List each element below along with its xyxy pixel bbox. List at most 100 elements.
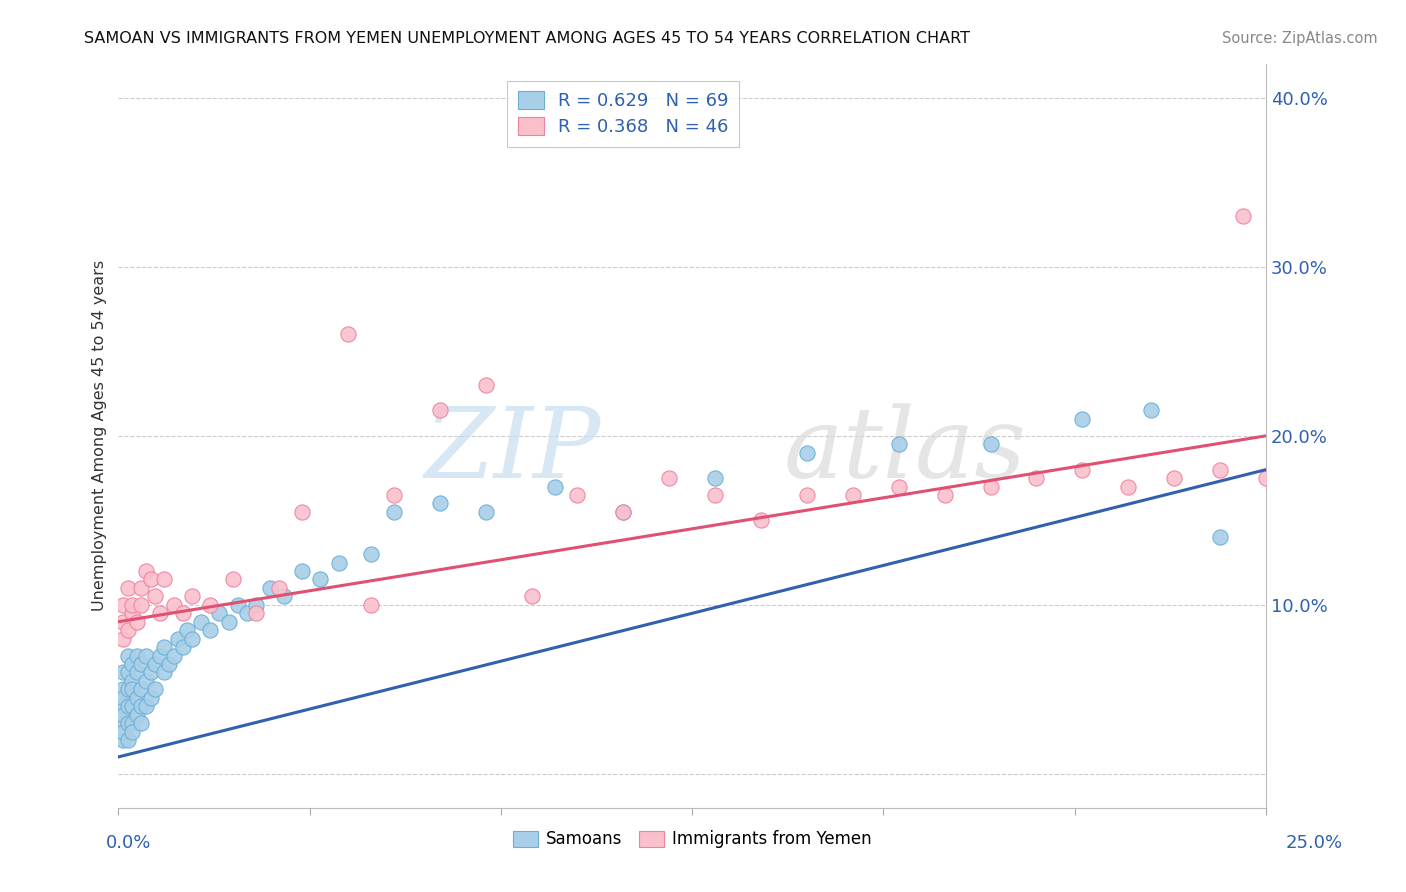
Point <box>1209 530 1232 544</box>
Point <box>658 471 681 485</box>
Point <box>172 640 194 654</box>
Point <box>157 657 180 671</box>
Point <box>112 699 135 714</box>
Point <box>887 479 910 493</box>
Point <box>112 615 135 629</box>
Point <box>135 564 157 578</box>
Text: atlas: atlas <box>785 403 1026 499</box>
Point <box>172 607 194 621</box>
Point <box>309 573 332 587</box>
Point <box>131 682 153 697</box>
Point <box>149 607 172 621</box>
Point <box>143 590 166 604</box>
Point <box>112 632 135 646</box>
Point <box>112 598 135 612</box>
Point <box>1254 471 1277 485</box>
Point <box>135 648 157 663</box>
Point <box>121 598 143 612</box>
Point <box>112 682 135 697</box>
Point <box>125 707 148 722</box>
Point <box>125 690 148 705</box>
Point <box>121 699 143 714</box>
Point <box>121 716 143 731</box>
Point <box>176 623 198 637</box>
Point <box>336 327 359 342</box>
Point <box>121 657 143 671</box>
Point <box>112 716 135 731</box>
Point <box>520 590 543 604</box>
Point <box>382 505 405 519</box>
Point <box>543 479 565 493</box>
Point <box>112 707 135 722</box>
Point <box>1025 471 1047 485</box>
Point <box>131 598 153 612</box>
Y-axis label: Unemployment Among Ages 45 to 54 years: Unemployment Among Ages 45 to 54 years <box>93 260 107 611</box>
Point <box>567 488 589 502</box>
Text: 25.0%: 25.0% <box>1285 834 1343 852</box>
Point <box>117 733 139 747</box>
Point <box>382 488 405 502</box>
Point <box>131 581 153 595</box>
Point <box>117 623 139 637</box>
Point <box>612 505 634 519</box>
Point <box>218 615 240 629</box>
Point <box>842 488 865 502</box>
Point <box>200 623 222 637</box>
Point <box>139 665 162 680</box>
Point <box>117 716 139 731</box>
Point <box>328 556 350 570</box>
Point <box>887 437 910 451</box>
Point <box>112 733 135 747</box>
Point <box>269 581 291 595</box>
Point <box>796 446 818 460</box>
Point <box>143 682 166 697</box>
Point <box>980 437 1002 451</box>
Point <box>121 724 143 739</box>
Point <box>245 598 267 612</box>
Point <box>226 598 249 612</box>
Point <box>1071 412 1094 426</box>
Point <box>117 665 139 680</box>
Text: SAMOAN VS IMMIGRANTS FROM YEMEN UNEMPLOYMENT AMONG AGES 45 TO 54 YEARS CORRELATI: SAMOAN VS IMMIGRANTS FROM YEMEN UNEMPLOY… <box>84 31 970 46</box>
Point <box>180 632 202 646</box>
Point <box>474 505 496 519</box>
Point <box>208 607 231 621</box>
Point <box>117 581 139 595</box>
Point <box>180 590 202 604</box>
Point <box>190 615 212 629</box>
Point <box>429 496 451 510</box>
Point <box>291 564 314 578</box>
Point <box>153 573 176 587</box>
Point <box>139 690 162 705</box>
Point <box>153 665 176 680</box>
Point <box>704 488 727 502</box>
Point <box>200 598 222 612</box>
Point <box>125 615 148 629</box>
Point <box>273 590 295 604</box>
Point <box>117 648 139 663</box>
Point <box>259 581 281 595</box>
Point <box>135 699 157 714</box>
Point <box>291 505 314 519</box>
Point <box>112 665 135 680</box>
Point <box>162 598 184 612</box>
Point <box>236 607 259 621</box>
Point <box>429 403 451 417</box>
Point <box>131 657 153 671</box>
Point <box>980 479 1002 493</box>
Point <box>612 505 634 519</box>
Point <box>1209 462 1232 476</box>
Point <box>162 648 184 663</box>
Point <box>1163 471 1185 485</box>
Point <box>153 640 176 654</box>
Text: Source: ZipAtlas.com: Source: ZipAtlas.com <box>1222 31 1378 46</box>
Point <box>1116 479 1139 493</box>
Text: ZIP: ZIP <box>425 403 600 499</box>
Point <box>135 673 157 688</box>
Point <box>1140 403 1163 417</box>
Point <box>117 682 139 697</box>
Point <box>222 573 245 587</box>
Point <box>704 471 727 485</box>
Point <box>121 607 143 621</box>
Point <box>474 378 496 392</box>
